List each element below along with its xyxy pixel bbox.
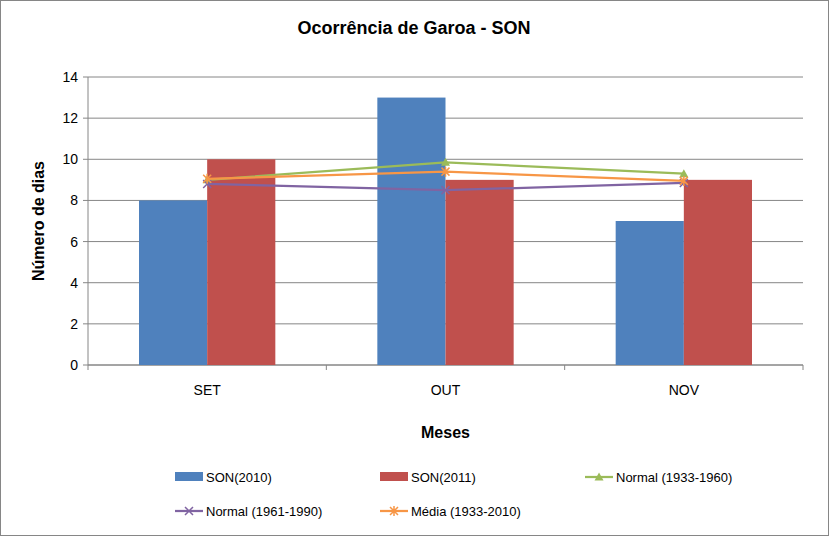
x-tick: [803, 365, 804, 370]
y-tick: [83, 159, 88, 160]
x-tick-label: NOV: [669, 382, 700, 398]
bar: [684, 180, 752, 365]
bar: [377, 98, 445, 365]
legend-item: Normal (1961-1990): [175, 504, 322, 519]
legend-label: SON(2010): [206, 470, 272, 485]
y-tick: [83, 200, 88, 201]
y-tick-label: 12: [62, 110, 78, 126]
legend-item: Normal (1933-1960): [585, 470, 732, 485]
x-tick: [326, 365, 327, 370]
bar: [139, 200, 207, 365]
y-tick: [83, 241, 88, 242]
bar: [207, 159, 275, 365]
y-tick-label: 14: [62, 69, 78, 85]
legend-swatch: [380, 472, 408, 481]
y-tick: [83, 323, 88, 324]
marker: [442, 167, 450, 177]
legend-marker: [185, 507, 193, 515]
x-tick: [564, 365, 565, 370]
y-tick: [83, 282, 88, 283]
bar: [446, 180, 514, 365]
x-axis-label: Meses: [421, 424, 470, 441]
x-tick-label: OUT: [431, 382, 461, 398]
y-axis: [88, 77, 89, 365]
y-tick-label: 8: [70, 192, 78, 208]
chart: Ocorrência de Garoa - SON 0 2 4 6 8 10 12 14 SET O…: [0, 0, 829, 536]
y-tick-label: 10: [62, 151, 78, 167]
y-tick: [83, 77, 88, 78]
line: [207, 183, 684, 190]
legend-item: SON(2010): [175, 470, 272, 485]
legend-item: SON(2011): [380, 470, 476, 485]
marker: [203, 174, 211, 184]
legend-label: Normal (1961-1990): [206, 504, 322, 519]
legend-label: Média (1933-2010): [411, 504, 521, 519]
marks: [139, 98, 752, 365]
x-tick: [88, 365, 89, 370]
y-tick-label: 4: [70, 275, 78, 291]
y-axis-label: Número de dias: [30, 161, 47, 281]
y-tick: [83, 118, 88, 119]
y-tick: [83, 365, 88, 366]
legend-label: Normal (1933-1960): [616, 470, 732, 485]
legend-label: SON(2011): [411, 470, 476, 485]
legend-swatch: [175, 472, 203, 481]
legend-marker: [595, 473, 604, 481]
x-tick-label: SET: [194, 382, 222, 398]
grid-line: [88, 77, 803, 78]
title: Ocorrência de Garoa - SON: [297, 18, 530, 38]
legend-item: Média (1933-2010): [380, 504, 521, 519]
marker: [442, 186, 450, 194]
marker: [441, 158, 450, 166]
legend-marker: [390, 506, 398, 516]
marker: [680, 176, 688, 186]
y-tick-label: 2: [70, 316, 78, 332]
chart-border: [1, 1, 829, 536]
y-tick-label: 6: [70, 234, 78, 250]
y-tick-label: 0: [70, 357, 78, 373]
bar: [616, 221, 684, 365]
